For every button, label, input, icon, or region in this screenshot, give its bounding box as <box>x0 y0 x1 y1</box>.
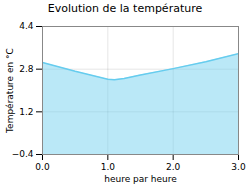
svg-text:3.0: 3.0 <box>231 162 246 172</box>
svg-text:4.4: 4.4 <box>19 21 34 31</box>
svg-text:2.0: 2.0 <box>166 162 181 172</box>
svg-text:Température en °C: Température en °C <box>5 48 15 134</box>
svg-text:−0.4: −0.4 <box>12 149 34 159</box>
html-text:Evolution de la température: Evolution de la température <box>47 2 203 15</box>
svg-text:0.0: 0.0 <box>35 162 50 172</box>
svg-text:heure par heure: heure par heure <box>104 174 177 184</box>
svg-text:2.8: 2.8 <box>19 64 34 74</box>
svg-text:1.2: 1.2 <box>19 107 33 117</box>
svg-text:1.0: 1.0 <box>101 162 116 172</box>
